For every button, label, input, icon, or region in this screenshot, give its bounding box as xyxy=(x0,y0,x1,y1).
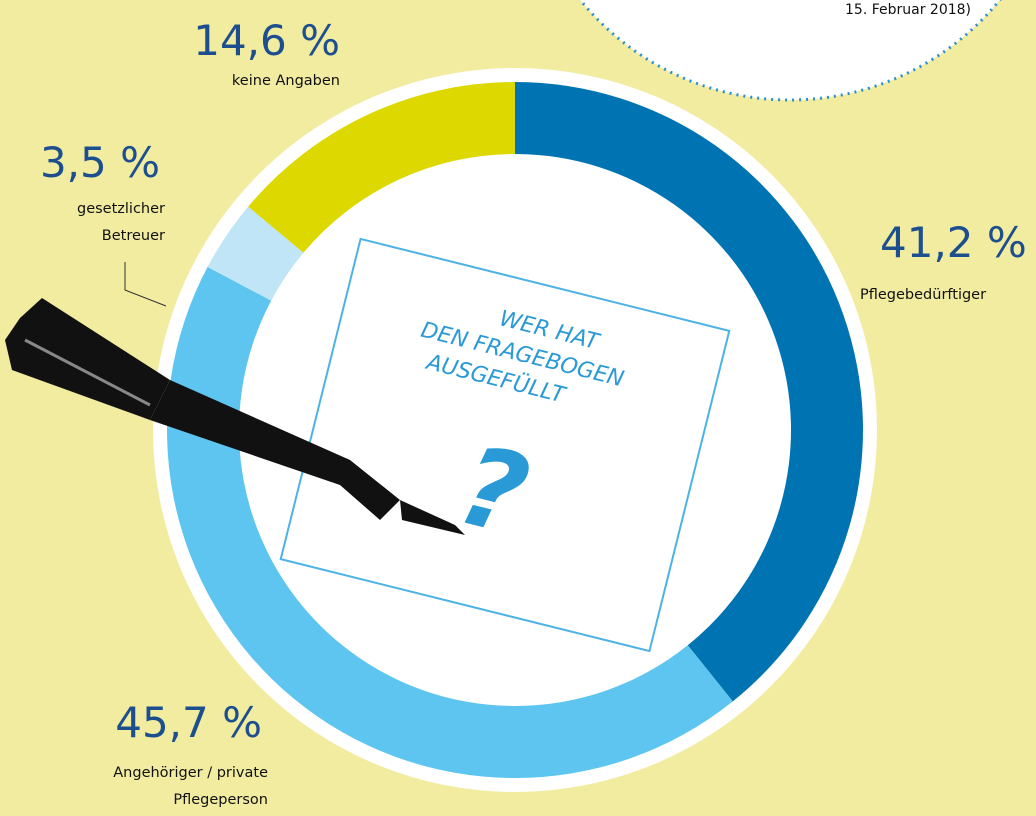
category-label: keine Angaben xyxy=(200,68,340,95)
chart: WER HATDEN FRAGEBOGENAUSGEFÜLLT ? xyxy=(0,0,1036,816)
value-label: 45,7 % xyxy=(115,702,262,744)
header-text: 15. Februar 2018) xyxy=(845,2,971,18)
category-label: Angehöriger / private Pflegeperson xyxy=(108,760,268,814)
category-label: Pflegebedürftiger xyxy=(860,282,1036,309)
value-label: 3,5 % xyxy=(40,142,160,184)
value-label: 14,6 % xyxy=(193,20,340,62)
category-label: gesetzlicher Betreuer xyxy=(65,196,165,250)
page: {"chart_data": {"type": "donut", "title"… xyxy=(0,0,1036,816)
leader-line xyxy=(125,262,166,306)
value-label: 41,2 % xyxy=(880,222,1027,264)
